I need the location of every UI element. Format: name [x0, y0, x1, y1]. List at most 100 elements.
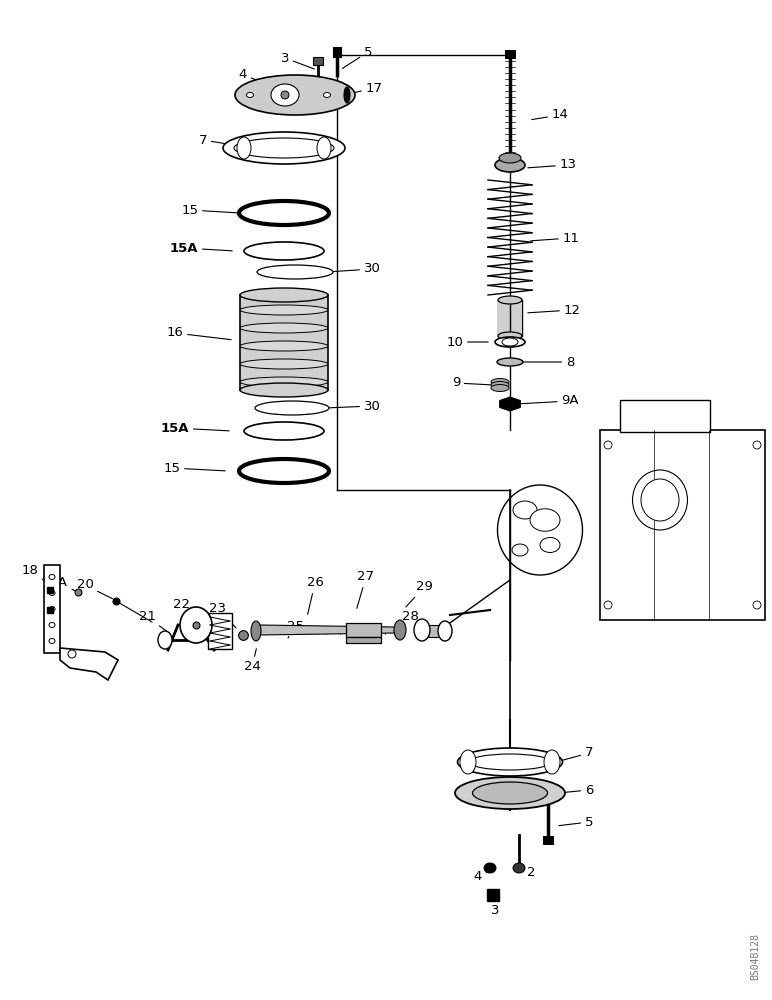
Text: 3: 3: [491, 895, 499, 916]
Bar: [44, 565, 60, 653]
Ellipse shape: [239, 201, 329, 225]
Ellipse shape: [244, 242, 324, 260]
Text: 7: 7: [198, 133, 249, 148]
Text: 26: 26: [306, 576, 323, 614]
Ellipse shape: [753, 601, 761, 609]
Ellipse shape: [491, 384, 509, 391]
Bar: [346, 623, 381, 637]
Ellipse shape: [49, 606, 55, 611]
Ellipse shape: [469, 754, 551, 770]
Ellipse shape: [240, 305, 328, 315]
Text: 29: 29: [406, 580, 432, 607]
Ellipse shape: [499, 153, 521, 163]
Bar: [346, 637, 381, 643]
Text: 3: 3: [281, 51, 314, 69]
Polygon shape: [260, 625, 395, 635]
Ellipse shape: [235, 75, 355, 115]
Text: 27: 27: [357, 570, 374, 608]
Ellipse shape: [180, 607, 212, 643]
Text: 13: 13: [528, 158, 577, 172]
Text: BS04B128: BS04B128: [750, 933, 760, 980]
Text: 20: 20: [76, 578, 113, 599]
Ellipse shape: [544, 750, 560, 774]
Ellipse shape: [257, 265, 333, 279]
Ellipse shape: [240, 341, 328, 351]
Bar: [620, 400, 710, 432]
Ellipse shape: [234, 138, 334, 158]
Text: 30: 30: [328, 399, 381, 412]
Ellipse shape: [244, 422, 324, 440]
Bar: [313, 57, 323, 65]
Ellipse shape: [239, 459, 329, 483]
Ellipse shape: [513, 501, 537, 519]
Text: 18A: 18A: [42, 576, 76, 591]
Ellipse shape: [251, 621, 261, 641]
Ellipse shape: [255, 401, 329, 415]
Text: 2: 2: [520, 866, 535, 880]
Ellipse shape: [49, 590, 55, 595]
Ellipse shape: [498, 332, 522, 340]
Text: 18: 18: [22, 564, 56, 588]
Text: 5: 5: [559, 816, 593, 828]
Polygon shape: [499, 397, 520, 411]
Bar: [600, 430, 765, 620]
Text: 8: 8: [521, 356, 574, 368]
Ellipse shape: [240, 288, 328, 302]
Ellipse shape: [49, 622, 55, 628]
Text: 15A: 15A: [170, 241, 232, 254]
Bar: [543, 836, 553, 844]
Text: 24: 24: [243, 649, 260, 674]
Ellipse shape: [604, 601, 612, 609]
Ellipse shape: [497, 358, 523, 366]
Text: 16: 16: [167, 326, 232, 340]
Ellipse shape: [502, 338, 518, 346]
Ellipse shape: [491, 381, 509, 388]
Ellipse shape: [223, 132, 345, 164]
Bar: [498, 300, 522, 336]
Ellipse shape: [271, 84, 299, 106]
Bar: [208, 613, 232, 649]
Ellipse shape: [632, 470, 688, 530]
Ellipse shape: [240, 383, 328, 397]
Ellipse shape: [753, 441, 761, 449]
Ellipse shape: [498, 296, 522, 304]
Bar: [333, 47, 341, 57]
Ellipse shape: [458, 748, 563, 776]
Text: 30: 30: [330, 262, 381, 275]
Ellipse shape: [604, 441, 612, 449]
Ellipse shape: [246, 93, 253, 98]
Bar: [240, 295, 328, 390]
Text: 6: 6: [560, 784, 593, 796]
Ellipse shape: [513, 863, 525, 873]
Ellipse shape: [495, 158, 525, 172]
Text: 4: 4: [239, 68, 276, 87]
Text: 4: 4: [474, 869, 496, 882]
Text: 15: 15: [181, 204, 237, 217]
Bar: [427, 625, 449, 637]
Text: 10: 10: [446, 336, 488, 349]
Text: 9A: 9A: [518, 394, 579, 408]
Text: 25: 25: [286, 619, 303, 638]
Ellipse shape: [455, 777, 565, 809]
Text: 15: 15: [164, 462, 225, 475]
Ellipse shape: [484, 863, 496, 873]
Text: 11: 11: [531, 232, 580, 244]
Bar: [505, 50, 515, 58]
Ellipse shape: [158, 631, 172, 649]
Text: 23: 23: [209, 602, 236, 628]
Ellipse shape: [438, 621, 452, 641]
Ellipse shape: [49, 574, 55, 580]
Ellipse shape: [240, 377, 328, 387]
Ellipse shape: [530, 509, 560, 531]
Text: 12: 12: [528, 304, 581, 316]
Ellipse shape: [540, 538, 560, 552]
Text: 21: 21: [138, 610, 170, 633]
Ellipse shape: [281, 91, 289, 99]
Ellipse shape: [641, 479, 679, 521]
Ellipse shape: [240, 359, 328, 369]
Text: 17: 17: [343, 82, 382, 95]
Ellipse shape: [323, 93, 330, 98]
Polygon shape: [60, 648, 118, 680]
Ellipse shape: [344, 87, 350, 103]
Ellipse shape: [495, 337, 525, 347]
